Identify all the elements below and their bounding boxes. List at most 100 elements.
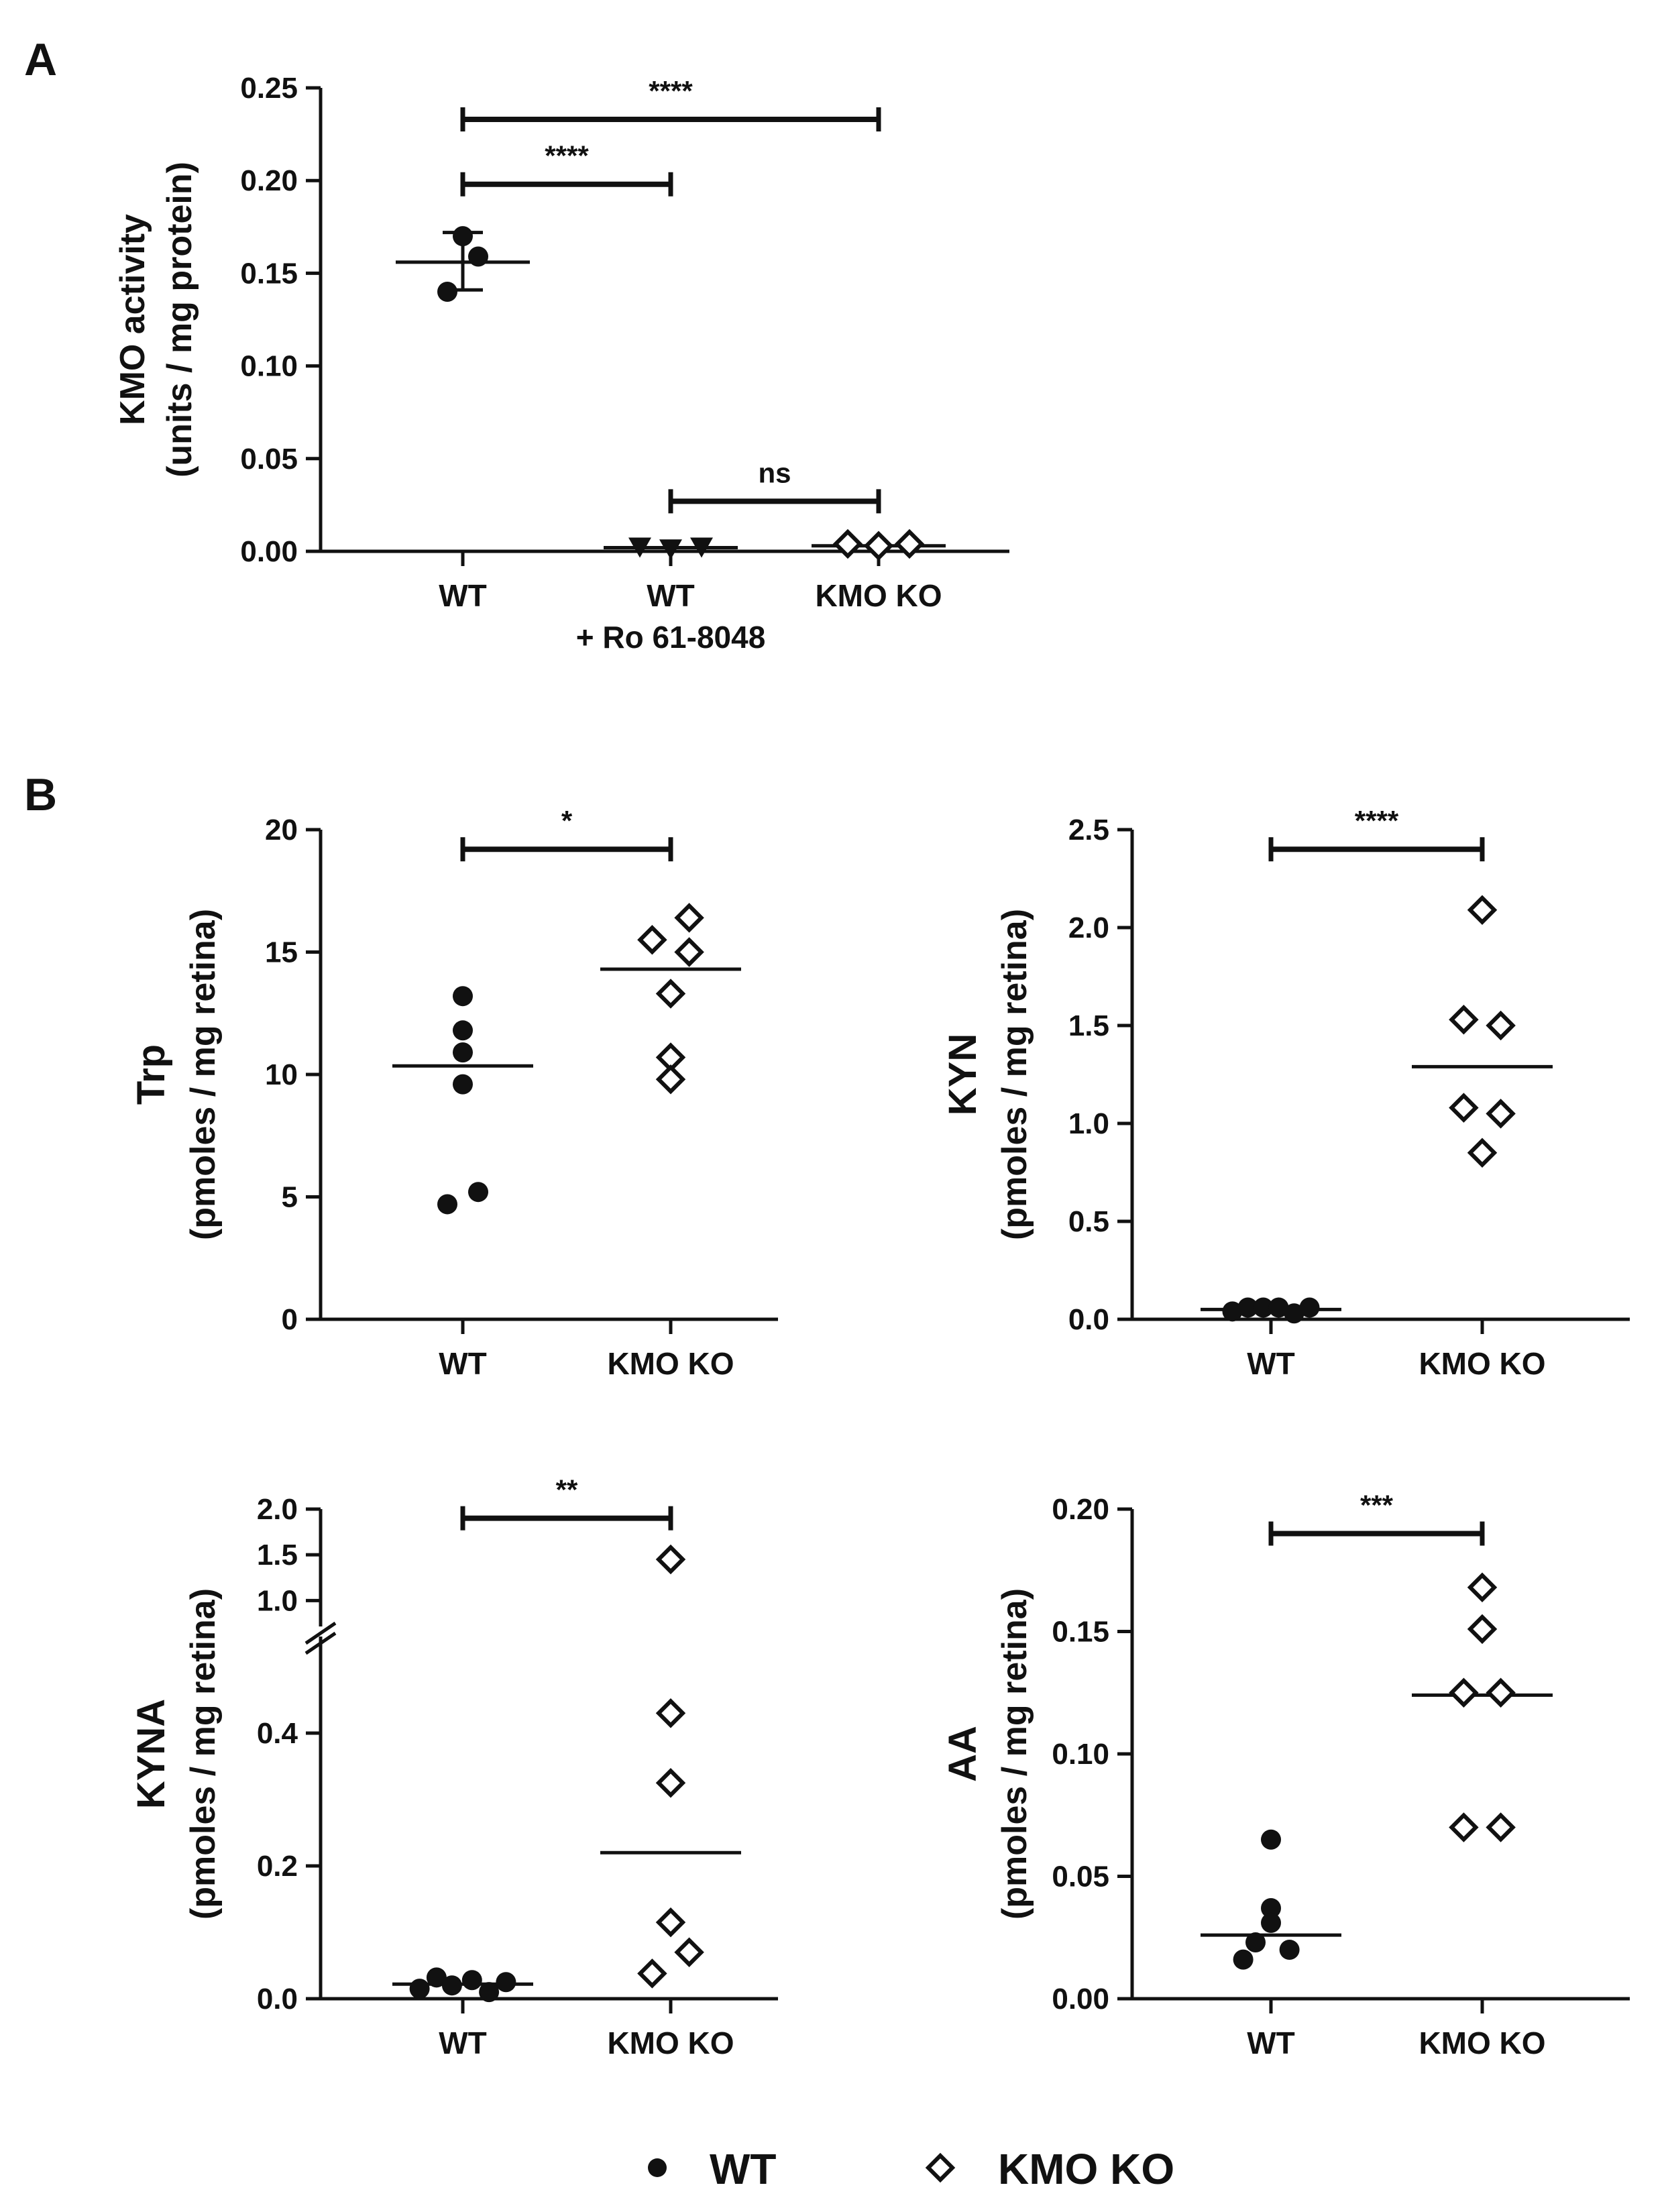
y-tick-label: 0.05 xyxy=(1052,1861,1109,1893)
y-axis-title: KYN xyxy=(941,1034,985,1115)
y-tick-label: 0.10 xyxy=(240,350,298,383)
y-tick-label: 0.00 xyxy=(240,535,298,568)
y-axis-title-units: (pmoles / mg retina) xyxy=(995,1588,1034,1920)
data-point xyxy=(655,1907,686,1938)
data-point xyxy=(453,1042,473,1063)
x-tick-label: KMO KO xyxy=(1419,1346,1545,1381)
data-point xyxy=(426,1967,447,1988)
y-tick-label: 0.15 xyxy=(240,257,298,290)
data-point xyxy=(468,1182,488,1203)
data-point xyxy=(1237,1297,1258,1318)
y-tick-label: 0.20 xyxy=(1052,1493,1109,1526)
significance-label: **** xyxy=(545,140,589,172)
y-tick-label: 0.00 xyxy=(1052,1983,1109,2015)
y-axis-title-units: (pmoles / mg retina) xyxy=(184,909,223,1240)
x-tick-label: + Ro 61-8048 xyxy=(576,620,766,655)
data-point xyxy=(1467,895,1498,925)
x-tick-label: WT xyxy=(647,578,695,613)
y-tick-label: 0.05 xyxy=(240,443,298,476)
chart-b-kyn: 0.0 0.5 1.0 1.5 2.0 2.5 WT KMO KO KYN (pmoles / m… xyxy=(941,805,1630,1381)
data-point xyxy=(437,1194,457,1215)
y-axis-title: KMO activity xyxy=(113,214,152,425)
significance-label: ns xyxy=(758,457,791,488)
significance-label: *** xyxy=(1360,1490,1394,1521)
y-axis-title-units: (units / mg protein) xyxy=(160,162,199,478)
data-point xyxy=(1486,1677,1516,1708)
data-point xyxy=(655,1064,686,1095)
data-point xyxy=(655,979,686,1009)
significance-label: ** xyxy=(556,1474,578,1506)
data-point xyxy=(1449,1812,1479,1842)
y-axis-title: AA xyxy=(941,1726,985,1782)
data-point xyxy=(441,1975,462,1996)
chart-a: 0.00 0.05 0.10 0.15 0.20 0.25 WT WT + Ro 61-8048… xyxy=(113,72,1009,655)
chart-b-aa: 0.00 0.05 0.10 0.15 0.20 WT KMO KO AA (pmoles / … xyxy=(941,1490,1630,2060)
x-tick-label: WT xyxy=(439,578,487,613)
y-tick-label: 0.15 xyxy=(1052,1616,1109,1649)
y-tick-label: 10 xyxy=(265,1058,298,1091)
data-point xyxy=(655,1698,686,1728)
data-point xyxy=(655,1768,686,1798)
data-point xyxy=(1261,1912,1281,1933)
y-tick-label: 2.0 xyxy=(257,1493,298,1526)
data-point xyxy=(1279,1940,1300,1960)
data-point xyxy=(628,537,651,558)
data-point xyxy=(674,937,704,967)
data-point xyxy=(1268,1297,1289,1318)
chart-b-kyna: 0.0 0.2 0.4 1.0 1.5 2.0 WT KMO KO KYNA (pmoles / … xyxy=(129,1474,778,2060)
significance-label: **** xyxy=(649,75,693,107)
data-point xyxy=(1222,1301,1243,1322)
data-point xyxy=(1299,1297,1320,1318)
data-point xyxy=(1486,1812,1516,1842)
x-tick-label: WT xyxy=(439,2026,487,2060)
x-tick-label: WT xyxy=(1247,2026,1295,2060)
y-axis-title: Trp xyxy=(129,1044,173,1105)
data-point xyxy=(1245,1932,1266,1953)
y-tick-label: 0.10 xyxy=(1052,1738,1109,1771)
chart-b-trp: 0 5 10 15 20 WT KMO KO Trp (pmoles / mg retina) * xyxy=(129,805,778,1381)
data-point xyxy=(637,925,667,955)
axis-break-mark xyxy=(304,1631,337,1655)
data-point xyxy=(453,986,473,1007)
y-tick-label: 0.20 xyxy=(240,164,298,197)
y-tick-label: 0 xyxy=(282,1303,298,1336)
data-point xyxy=(496,1972,516,1993)
data-point xyxy=(1233,1949,1254,1970)
x-tick-label: KMO KO xyxy=(607,2026,734,2060)
data-point xyxy=(1467,1138,1498,1168)
data-point xyxy=(1261,1897,1281,1918)
y-tick-label: 1.0 xyxy=(257,1584,298,1617)
data-point xyxy=(690,537,713,558)
significance-label: * xyxy=(561,805,573,836)
data-point xyxy=(674,903,704,933)
y-tick-label: 1.0 xyxy=(1068,1107,1109,1140)
y-tick-label: 1.5 xyxy=(1068,1009,1109,1042)
x-tick-label: WT xyxy=(439,1346,487,1381)
legend: WT KMO KO xyxy=(648,2145,1174,2193)
legend-wt-marker xyxy=(648,2158,667,2177)
y-tick-label: 0.0 xyxy=(1068,1303,1109,1336)
y-tick-label: 20 xyxy=(265,814,298,846)
data-point xyxy=(1467,1614,1498,1645)
data-point xyxy=(461,1970,482,1991)
data-point xyxy=(863,531,894,561)
y-tick-label: 0.4 xyxy=(257,1717,298,1750)
y-tick-label: 0.5 xyxy=(1068,1205,1109,1238)
data-point xyxy=(453,1020,473,1041)
data-point xyxy=(453,1074,473,1095)
data-point xyxy=(1486,1010,1516,1041)
y-tick-label: 2.5 xyxy=(1068,814,1109,846)
data-point xyxy=(479,1982,500,2003)
x-tick-label: KMO KO xyxy=(607,1346,734,1381)
y-axis-title-units: (pmoles / mg retina) xyxy=(184,1588,223,1920)
data-point xyxy=(659,539,682,560)
legend-ko-marker xyxy=(925,2152,956,2183)
y-axis-title-units: (pmoles / mg retina) xyxy=(995,909,1034,1240)
data-point xyxy=(409,1979,430,1999)
axis-break-mark xyxy=(304,1621,337,1645)
data-point xyxy=(1486,1099,1516,1129)
y-tick-label: 5 xyxy=(282,1181,298,1214)
data-point xyxy=(1467,1572,1498,1603)
